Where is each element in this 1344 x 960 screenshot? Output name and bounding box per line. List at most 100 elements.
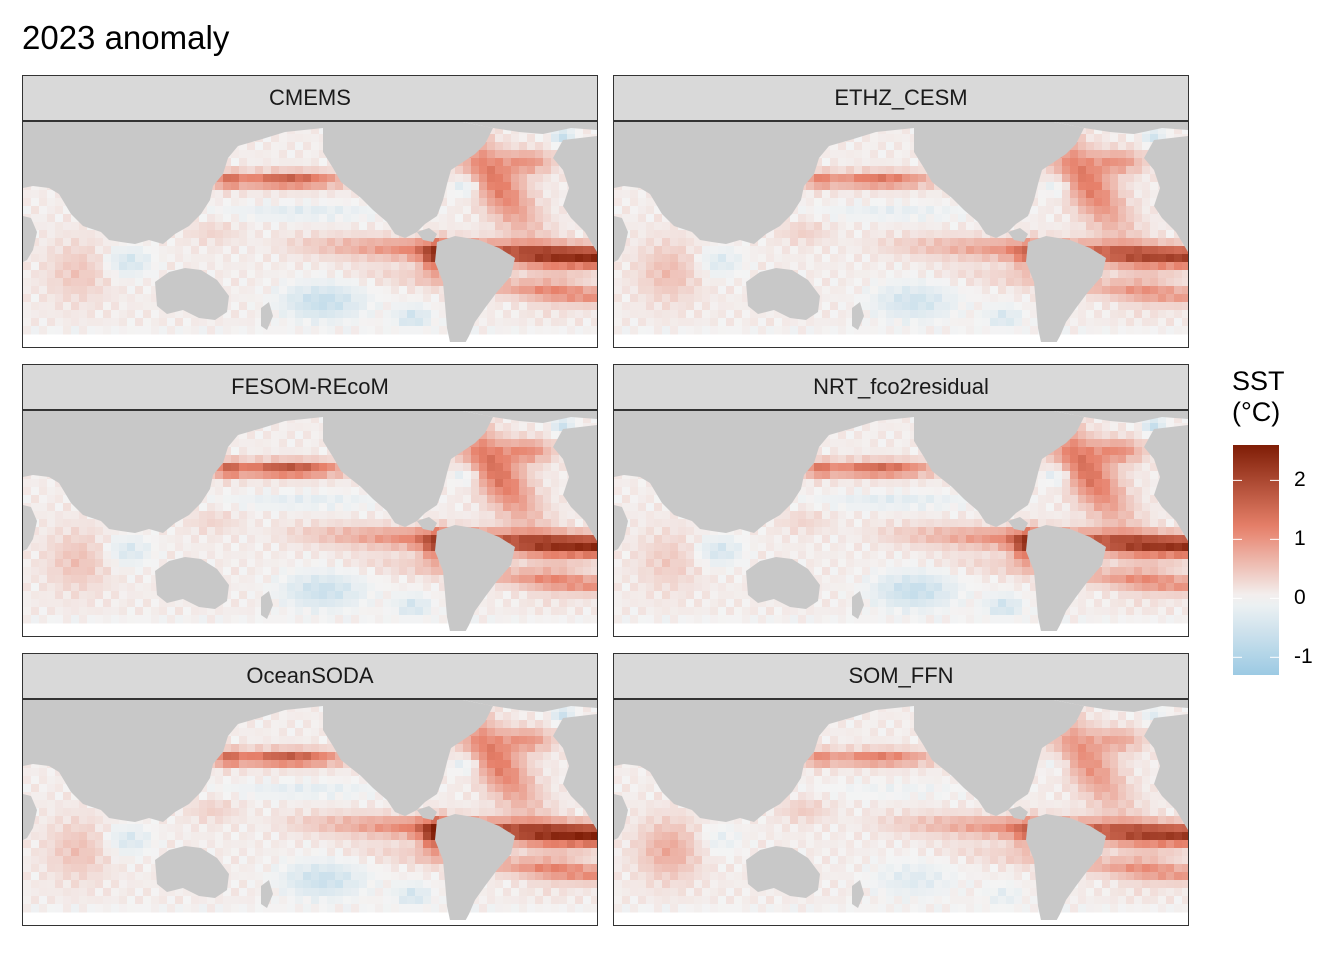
polar-blank [23,920,597,925]
landmass [614,122,914,244]
facet-strip-label: FESOM-REcoM [22,364,598,410]
land-mask [614,122,1188,347]
landmass [1026,525,1106,636]
landmass [23,505,37,551]
facet-strip-label: NRT_fco2residual [613,364,1189,410]
landmass [553,714,597,830]
landmass [1054,700,1188,712]
facet-strip-label: OceanSODA [22,653,598,699]
landmass [435,236,515,347]
land-mask [23,700,597,925]
landmass [614,700,914,822]
map-canvas [614,122,1188,347]
legend-tick-label: 1 [1294,527,1306,551]
sst-anomaly-map [22,121,598,348]
map-canvas [23,411,597,636]
landmass [323,700,493,816]
landmass [463,700,597,712]
legend-tick-label: -1 [1294,645,1313,669]
figure-title: 2023 anomaly [22,19,230,56]
sst-anomaly-map [22,699,598,926]
landmass [261,591,273,619]
facet-panel: SOM_FFN [613,653,1189,926]
landmass [553,425,597,541]
sst-anomaly-map [22,410,598,637]
map-canvas [614,700,1188,925]
landmass [914,411,1084,527]
landmass [553,136,597,252]
landmass [852,591,864,619]
facet-strip-label: SOM_FFN [613,653,1189,699]
landmass [417,228,437,242]
polar-blank [614,920,1188,925]
landmass [852,302,864,330]
landmass [155,268,229,320]
landmass [1008,228,1028,242]
landmass [261,880,273,908]
landmass [1026,236,1106,347]
land-mask [614,411,1188,636]
land-mask [614,700,1188,925]
landmass [417,806,437,820]
legend-tick-label: 0 [1294,586,1306,610]
landmass [1054,122,1188,134]
landmass [614,505,628,551]
landmass [155,846,229,898]
color-legend: SST (°C) 2 1 0 -1 [1230,366,1330,686]
legend-title-line2: (°C) [1232,397,1281,427]
landmass [463,122,597,134]
landmass [614,794,628,840]
sst-anomaly-map [613,699,1189,926]
map-canvas [614,411,1188,636]
landmass [1026,814,1106,925]
landmass [417,517,437,531]
landmass [1144,136,1188,252]
landmass [155,557,229,609]
facet-strip-label: ETHZ_CESM [613,75,1189,121]
landmass [746,268,820,320]
landmass [323,122,493,238]
landmass [746,846,820,898]
landmass [23,411,323,533]
legend-colorbar [1233,445,1279,675]
landmass [614,216,628,262]
landmass [1054,411,1188,423]
facet-panel: CMEMS [22,75,598,348]
landmass [746,557,820,609]
landmass [23,122,323,244]
map-canvas [23,122,597,347]
sst-anomaly-map [613,121,1189,348]
polar-blank [614,342,1188,347]
landmass [261,302,273,330]
facet-panel: OceanSODA [22,653,598,926]
facet-panel: FESOM-REcoM [22,364,598,637]
landmass [23,700,323,822]
facet-panel: NRT_fco2residual [613,364,1189,637]
landmass [1144,714,1188,830]
landmass [852,880,864,908]
landmass [435,814,515,925]
landmass [323,411,493,527]
land-mask [23,411,597,636]
legend-title-line1: SST [1232,366,1285,396]
landmass [1008,517,1028,531]
landmass [614,411,914,533]
landmass [463,411,597,423]
polar-blank [23,342,597,347]
facet-panel: ETHZ_CESM [613,75,1189,348]
colorbar-gradient [1233,445,1279,675]
sst-anomaly-map [613,410,1189,637]
landmass [914,122,1084,238]
landmass [914,700,1084,816]
landmass [1008,806,1028,820]
legend-title: SST (°C) [1232,366,1285,428]
polar-blank [23,631,597,636]
legend-tick-label: 2 [1294,468,1306,492]
landmass [1144,425,1188,541]
facet-strip-label: CMEMS [22,75,598,121]
landmass [23,216,37,262]
landmass [435,525,515,636]
land-mask [23,122,597,347]
polar-blank [614,631,1188,636]
landmass [23,794,37,840]
